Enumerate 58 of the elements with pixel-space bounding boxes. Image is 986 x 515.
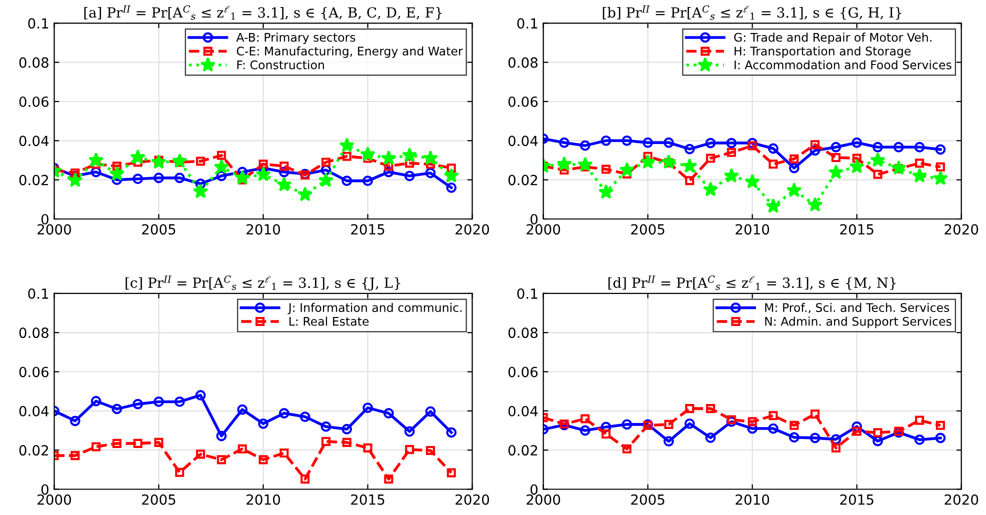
x-tick-label: 2015	[840, 494, 874, 505]
legend-label: A-B: Primary sectors	[236, 32, 356, 44]
legend-label: C-E: Manufacturing, Energy and Water	[236, 46, 463, 58]
y-tick-label: 0.08	[508, 328, 538, 338]
y-tick-label: 0.02	[508, 174, 538, 186]
legend-label: I: Accommodation and Food Services	[734, 60, 952, 70]
y-tick-label: 0.04	[19, 406, 49, 416]
chart-title: [c] Pr$^{II}$ = Pr[A$^{C}$$_{s}$ ≤ z$^{ℓ}$$_{1}$ = 3.1], s ∈ {J, L}	[126, 276, 400, 291]
x-tick-label: 2005	[631, 224, 664, 235]
y-tick-label: 0.02	[19, 174, 48, 186]
y-tick-label: 0.08	[508, 57, 538, 68]
legend-label: L: Real Estate	[290, 316, 369, 326]
x-tick-label: 2005	[142, 224, 176, 235]
x-tick-label: 2010	[246, 494, 280, 505]
x-tick-label: 2015	[351, 494, 384, 505]
y-tick-label: 0.1	[517, 288, 538, 299]
y-tick-label: 0.02	[19, 445, 48, 456]
y-tick-label: 0	[41, 484, 48, 495]
x-tick-label: 2010	[736, 494, 770, 505]
x-tick-label: 2020	[944, 494, 978, 505]
legend-label: M: Prof., Sci. and Tech. Services	[765, 302, 950, 314]
x-tick-label: 2020	[944, 224, 978, 235]
x-tick-label: 2015	[351, 224, 384, 235]
y-tick-label: 0	[530, 484, 538, 495]
chart-title: [d] Pr$^{II}$ = Pr[A$^{C}$$_{s}$ ≤ z$^{ℓ}$$_{1}$ = 3.1], s ∈ {M, N}	[608, 276, 896, 290]
y-tick-label: 0.1	[28, 288, 48, 299]
x-tick-label: 2010	[736, 224, 770, 235]
chart-title: [a] Pr$^{II}$ = Pr[A$^{C}$$_{s}$ ≤ z$^{ℓ}$$_{1}$ = 3.1], s ∈ {A, B, C, D, E, F}	[84, 5, 442, 20]
legend-label: H: Transportation and Storage	[734, 46, 911, 58]
y-tick-label: 0.04	[19, 136, 49, 146]
y-tick-label: 0.02	[508, 445, 538, 456]
x-tick-label: 2000	[38, 494, 71, 505]
y-tick-label: 0.08	[19, 328, 48, 338]
x-tick-label: 2015	[840, 224, 874, 235]
x-tick-label: 2000	[526, 494, 560, 505]
y-tick-label: 0.06	[508, 366, 538, 378]
legend-label: J: Information and communic.	[288, 302, 462, 314]
legend-label: N: Admin. and Support Services	[765, 316, 952, 328]
y-tick-label: 0.06	[19, 366, 48, 378]
y-tick-label: 0.06	[508, 96, 538, 107]
y-tick-label: 0.04	[508, 406, 538, 416]
x-tick-label: 2020	[456, 224, 490, 235]
chart-title: [b] Pr$^{II}$ = Pr[A$^{C}$$_{s}$ ≤ z$^{ℓ}$$_{1}$ = 3.1], s ∈ {G, H, I}	[602, 5, 902, 20]
legend-label: F: Construction	[237, 60, 324, 70]
x-tick-label: 2020	[456, 494, 490, 505]
y-tick-label: 0.06	[19, 96, 48, 107]
y-tick-label: 0	[530, 214, 538, 224]
x-tick-label: 2005	[631, 494, 664, 505]
x-tick-label: 2000	[526, 224, 560, 235]
y-tick-label: 0.04	[508, 136, 538, 146]
x-tick-label: 2000	[38, 224, 71, 235]
legend-label: G: Trade and Repair of Motor Veh.	[734, 32, 932, 44]
x-tick-label: 2005	[142, 494, 176, 505]
y-tick-label: 0	[41, 214, 48, 224]
y-tick-label: 0.08	[19, 57, 48, 68]
y-tick-label: 0.1	[28, 18, 48, 29]
x-tick-label: 2010	[246, 224, 280, 235]
y-tick-label: 0.1	[517, 18, 538, 29]
